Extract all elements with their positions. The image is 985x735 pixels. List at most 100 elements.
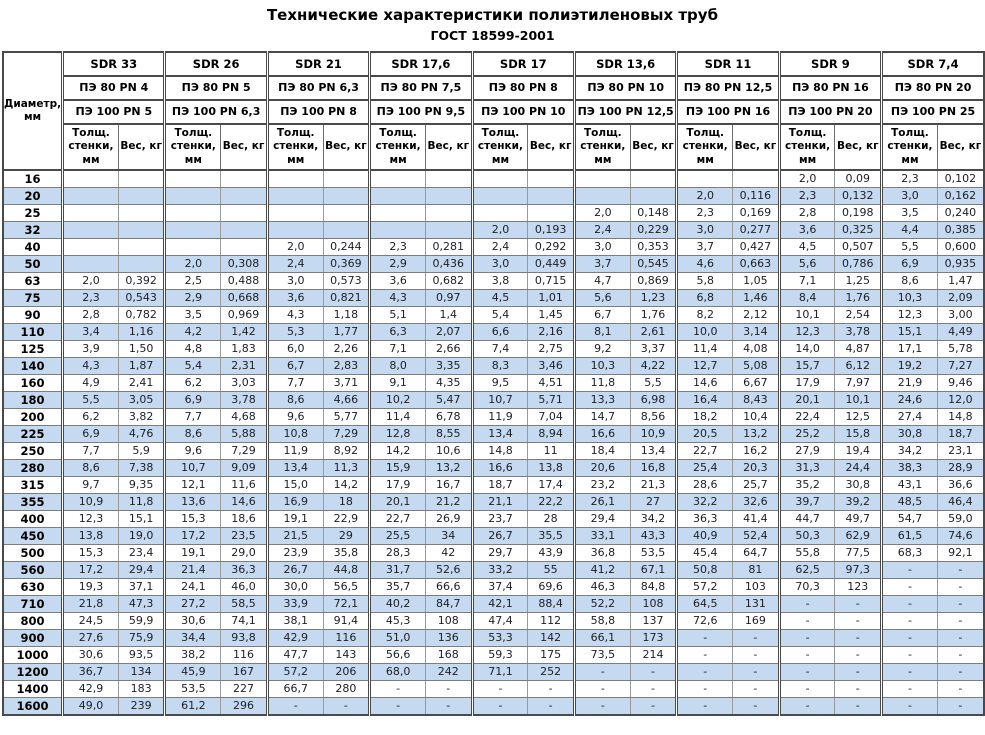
diameter-cell: 16 xyxy=(3,169,65,188)
weight-value-cell xyxy=(629,169,677,188)
pe100-header-cell: ПЭ 100 PN 8 xyxy=(265,99,370,125)
thickness-value-cell: 73,5 xyxy=(572,646,631,664)
thickness-value-cell: 20,5 xyxy=(675,425,733,443)
pe80-header-cell: ПЭ 80 PN 8 xyxy=(470,75,575,101)
thickness-value-cell xyxy=(61,169,119,188)
thickness-value-cell: 9,1 xyxy=(368,374,426,392)
weight-value-cell xyxy=(527,187,575,205)
table-row: 180 5,5 3,05 6,9 3,78 8,6 4,66 10,2 5,47 10,7 5,71… xyxy=(3,391,984,409)
thickness-header-cell: Толщ. стенки, мм xyxy=(368,123,426,171)
thickness-value-cell: 29,4 xyxy=(572,510,631,528)
weight-value-cell: 88,4 xyxy=(527,595,575,613)
weight-value-cell: 7,38 xyxy=(117,459,165,477)
thickness-value-cell: 23,9 xyxy=(265,544,324,562)
thickness-value-cell: 3,7 xyxy=(675,238,733,256)
weight-value-cell: 16,8 xyxy=(629,459,677,477)
thickness-value-cell: 20,6 xyxy=(572,459,631,477)
thickness-value-cell: 57,2 xyxy=(675,578,733,596)
weight-value-cell: 116 xyxy=(220,646,268,664)
weight-value-cell: 29,0 xyxy=(220,544,268,562)
thickness-value-cell: 51,0 xyxy=(368,629,426,647)
thickness-value-cell xyxy=(470,204,528,222)
diameter-cell: 710 xyxy=(3,595,65,613)
weight-value-cell: 4,76 xyxy=(117,425,165,443)
thickness-value-cell: 9,2 xyxy=(572,340,631,358)
thickness-value-cell: 14,7 xyxy=(572,408,631,426)
thickness-value-cell: 2,8 xyxy=(61,306,119,324)
weight-value-cell: 52,6 xyxy=(424,561,473,579)
thickness-value-cell: 16,4 xyxy=(675,391,733,409)
sdr-header-cell: SDR 11 xyxy=(675,51,780,77)
thickness-value-cell: 17,2 xyxy=(61,561,119,579)
thickness-value-cell: - xyxy=(777,663,835,681)
weight-value-cell: 1,4 xyxy=(424,306,473,324)
thickness-value-cell xyxy=(163,187,221,205)
weight-value-cell: 1,77 xyxy=(322,323,370,341)
thickness-value-cell: 27,4 xyxy=(880,408,938,426)
weight-value-cell: 28 xyxy=(527,510,575,528)
thickness-value-cell: 3,7 xyxy=(572,255,631,273)
weight-value-cell: 28,9 xyxy=(936,459,984,477)
thickness-value-cell: 4,4 xyxy=(880,221,938,239)
table-header: Диаметр, мм SDR 33 SDR 26 SDR 21 SDR 17,6 SDR… xyxy=(2,51,984,171)
weight-value-cell: 20,3 xyxy=(732,459,780,477)
thickness-value-cell: 25,4 xyxy=(675,459,733,477)
thickness-value-cell xyxy=(163,204,221,222)
weight-value-cell: - xyxy=(732,697,780,716)
weight-value-cell: 7,27 xyxy=(936,357,984,375)
thickness-value-cell: 18,4 xyxy=(572,442,631,460)
pe100-header-cell: ПЭ 100 PN 20 xyxy=(777,99,882,125)
weight-value-cell: 69,6 xyxy=(527,578,575,596)
weight-value-cell: 44,8 xyxy=(322,561,370,579)
weight-value-cell: 0,663 xyxy=(732,255,780,273)
weight-value-cell: 7,97 xyxy=(834,374,882,392)
weight-value-cell: 6,98 xyxy=(629,391,677,409)
weight-value-cell: - xyxy=(834,612,882,630)
thickness-value-cell xyxy=(163,169,221,188)
thickness-value-cell: 21,4 xyxy=(163,561,221,579)
thickness-value-cell: 38,2 xyxy=(163,646,221,664)
thickness-value-cell: 36,8 xyxy=(572,544,631,562)
weight-header-cell: Вес, кг xyxy=(527,123,575,171)
pe80-header-cell: ПЭ 80 PN 4 xyxy=(61,75,165,101)
thickness-value-cell: 23,2 xyxy=(572,476,631,494)
thickness-value-cell: 40,9 xyxy=(675,527,733,545)
thickness-value-cell: 6,8 xyxy=(675,289,733,307)
thickness-value-cell: 19,3 xyxy=(61,578,119,596)
thickness-value-cell: 35,7 xyxy=(368,578,426,596)
thickness-value-cell xyxy=(572,187,631,205)
weight-header-cell: Вес, кг xyxy=(834,123,882,171)
diameter-cell: 63 xyxy=(3,272,65,290)
weight-value-cell: 0,240 xyxy=(936,204,984,222)
weight-value-cell: 0,436 xyxy=(424,255,473,273)
weight-value-cell: 242 xyxy=(424,663,473,681)
weight-value-cell: 3,78 xyxy=(834,323,882,341)
thickness-value-cell: 30,6 xyxy=(163,612,221,630)
thickness-header-cell: Толщ. стенки, мм xyxy=(470,123,528,171)
table-row: 20 2,0 0,116 2,3 0,132 3,0 0,162 xyxy=(3,187,984,205)
weight-value-cell: 134 xyxy=(117,663,165,681)
thickness-value-cell: 9,5 xyxy=(470,374,528,392)
thickness-value-cell: 6,9 xyxy=(163,391,221,409)
table-row: 32 2,0 0,193 2,4 0,229 3,0 0,277 3,6 0,325 4,4 0,3… xyxy=(3,221,984,239)
weight-value-cell: 13,4 xyxy=(629,442,677,460)
diameter-cell: 20 xyxy=(3,187,65,205)
weight-value-cell: 1,50 xyxy=(117,340,165,358)
weight-value-cell: 1,87 xyxy=(117,357,165,375)
weight-value-cell: - xyxy=(936,629,984,647)
thickness-value-cell: 11,8 xyxy=(572,374,631,392)
weight-value-cell xyxy=(322,169,370,188)
weight-value-cell: 23,4 xyxy=(117,544,165,562)
weight-value-cell: 93,8 xyxy=(220,629,268,647)
weight-value-cell: 2,31 xyxy=(220,357,268,375)
thickness-value-cell: 10,3 xyxy=(880,289,938,307)
weight-value-cell: 0,543 xyxy=(117,289,165,307)
diameter-header-cell: Диаметр, мм xyxy=(2,51,65,171)
table-row: 40 2,0 0,244 2,3 0,281 2,4 0,292 3,0 0,353 3,7 0,4… xyxy=(3,238,984,256)
weight-value-cell: 12,5 xyxy=(834,408,882,426)
thickness-value-cell: 45,4 xyxy=(675,544,733,562)
weight-value-cell: 2,09 xyxy=(936,289,984,307)
weight-value-cell: 1,46 xyxy=(732,289,780,307)
weight-value-cell: 0,600 xyxy=(936,238,984,256)
weight-value-cell: 81 xyxy=(732,561,780,579)
